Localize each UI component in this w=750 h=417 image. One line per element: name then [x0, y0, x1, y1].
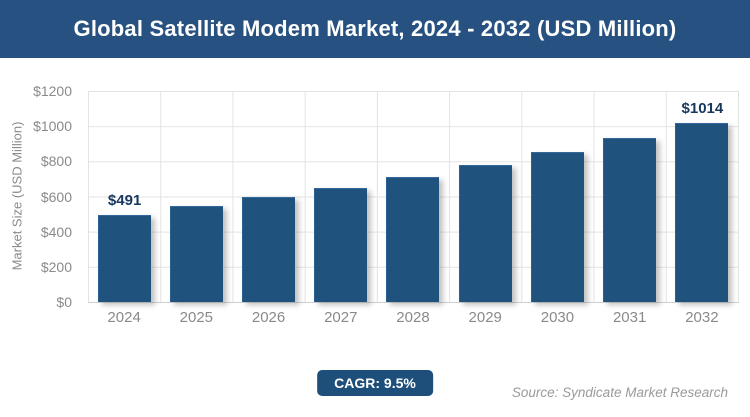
bar-column	[449, 91, 521, 302]
chart-title: Global Satellite Modem Market, 2024 - 20…	[73, 16, 677, 41]
bar-column	[232, 91, 304, 302]
x-axis-label: 2028	[396, 309, 430, 326]
y-tick-label: $200	[40, 258, 72, 275]
bar-2028	[386, 176, 440, 302]
x-axis-label: 2032	[685, 309, 719, 326]
bar-2030	[530, 152, 584, 302]
y-tick-label: $1000	[33, 118, 72, 135]
bar-value-label: $1014	[681, 99, 724, 117]
y-axis-ticks: $1200 $1000 $800 $600 $400 $200 $0	[0, 83, 80, 310]
bar-2032: $1014	[675, 100, 729, 302]
x-axis-label: 2024	[107, 309, 141, 326]
bar-2025	[169, 206, 223, 302]
bar-2031	[603, 138, 657, 302]
x-axis-label: 2027	[324, 309, 358, 326]
bar-column: $1014	[666, 91, 738, 302]
bar-2027	[314, 187, 368, 302]
x-axis-labels: 2024 2025 2026 2027 2028 2029 2030 2031 2032	[88, 309, 738, 329]
cagr-badge: CAGR: 9.5%	[317, 370, 433, 396]
source-attribution: Source: Syndicate Market Research	[511, 385, 728, 400]
y-tick-label: $1200	[33, 83, 72, 99]
plot-area: $491 $1014	[88, 91, 739, 303]
bar-value-label: $491	[107, 191, 142, 209]
bar-2024: $491	[97, 192, 151, 302]
y-tick-label: $800	[40, 153, 72, 170]
x-axis-label: 2025	[179, 309, 214, 326]
bar-column	[305, 91, 377, 302]
x-axis-label: 2030	[540, 309, 575, 326]
bar-column: $491	[88, 91, 160, 302]
bar-column	[160, 91, 232, 302]
bar-column	[377, 91, 449, 302]
bar-column	[521, 91, 593, 302]
bar-2026	[242, 197, 296, 302]
y-tick-label: $0	[56, 294, 72, 310]
y-tick-label: $600	[40, 188, 72, 205]
x-axis-label: 2031	[612, 309, 647, 326]
bar-2029	[458, 165, 512, 302]
y-tick-label: $400	[40, 223, 72, 240]
title-banner: Global Satellite Modem Market, 2024 - 20…	[0, 0, 750, 58]
bar-column	[594, 91, 666, 302]
x-axis-label: 2029	[468, 309, 502, 326]
x-axis-label: 2026	[251, 309, 286, 326]
